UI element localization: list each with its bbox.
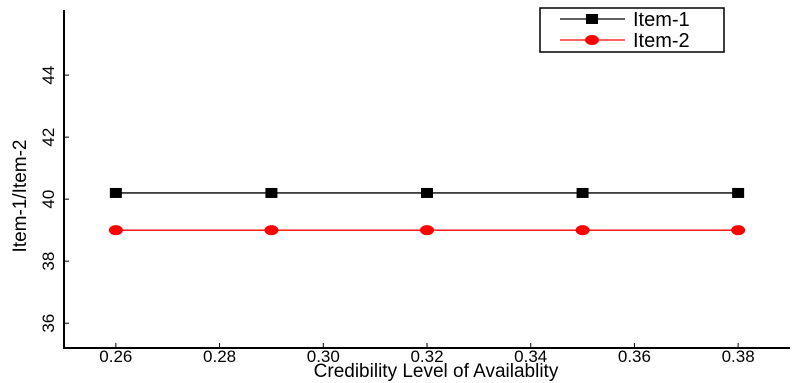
x-tick-label: 0.38 [722, 347, 755, 366]
data-point-marker [576, 187, 589, 198]
axes [63, 10, 790, 349]
data-point-marker [109, 187, 122, 198]
y-ticks: 36 38 40 42 44 [39, 66, 69, 333]
x-tick-label: 0.34 [514, 347, 547, 366]
y-tick-label: 38 [39, 252, 58, 271]
data-point-marker [731, 225, 746, 236]
y-tick-label: 36 [39, 314, 58, 333]
x-tick-label: 0.36 [618, 347, 651, 366]
y-tick-label: 42 [39, 128, 58, 147]
legend-label-1: Item-1 [633, 9, 690, 31]
data-point-marker [264, 225, 279, 236]
data-point-marker [575, 225, 590, 236]
y-axis-title: Item-1/Item-2 [10, 140, 31, 253]
legend-box [539, 7, 725, 53]
x-tick-label: 0.32 [410, 347, 443, 366]
legend-marker-1 [586, 14, 598, 24]
legend-label-2: Item-2 [633, 30, 690, 52]
data-point-marker [265, 187, 278, 198]
series-layer [108, 187, 746, 236]
x-ticks: 0.26 0.28 0.30 0.32 0.34 0.36 0.38 [99, 343, 755, 366]
legend-marker-2 [585, 35, 599, 45]
x-axis-title: Credibility Level of Availablity [314, 361, 559, 382]
y-tick-label: 40 [39, 190, 58, 209]
x-tick-label: 0.28 [203, 347, 236, 366]
data-point-marker [108, 225, 123, 236]
x-tick-label: 0.26 [99, 347, 132, 366]
data-point-marker [732, 187, 745, 198]
data-point-marker [421, 187, 433, 198]
data-point-marker [420, 225, 434, 236]
y-tick-label: 44 [39, 66, 58, 85]
x-tick-label: 0.30 [307, 347, 340, 366]
